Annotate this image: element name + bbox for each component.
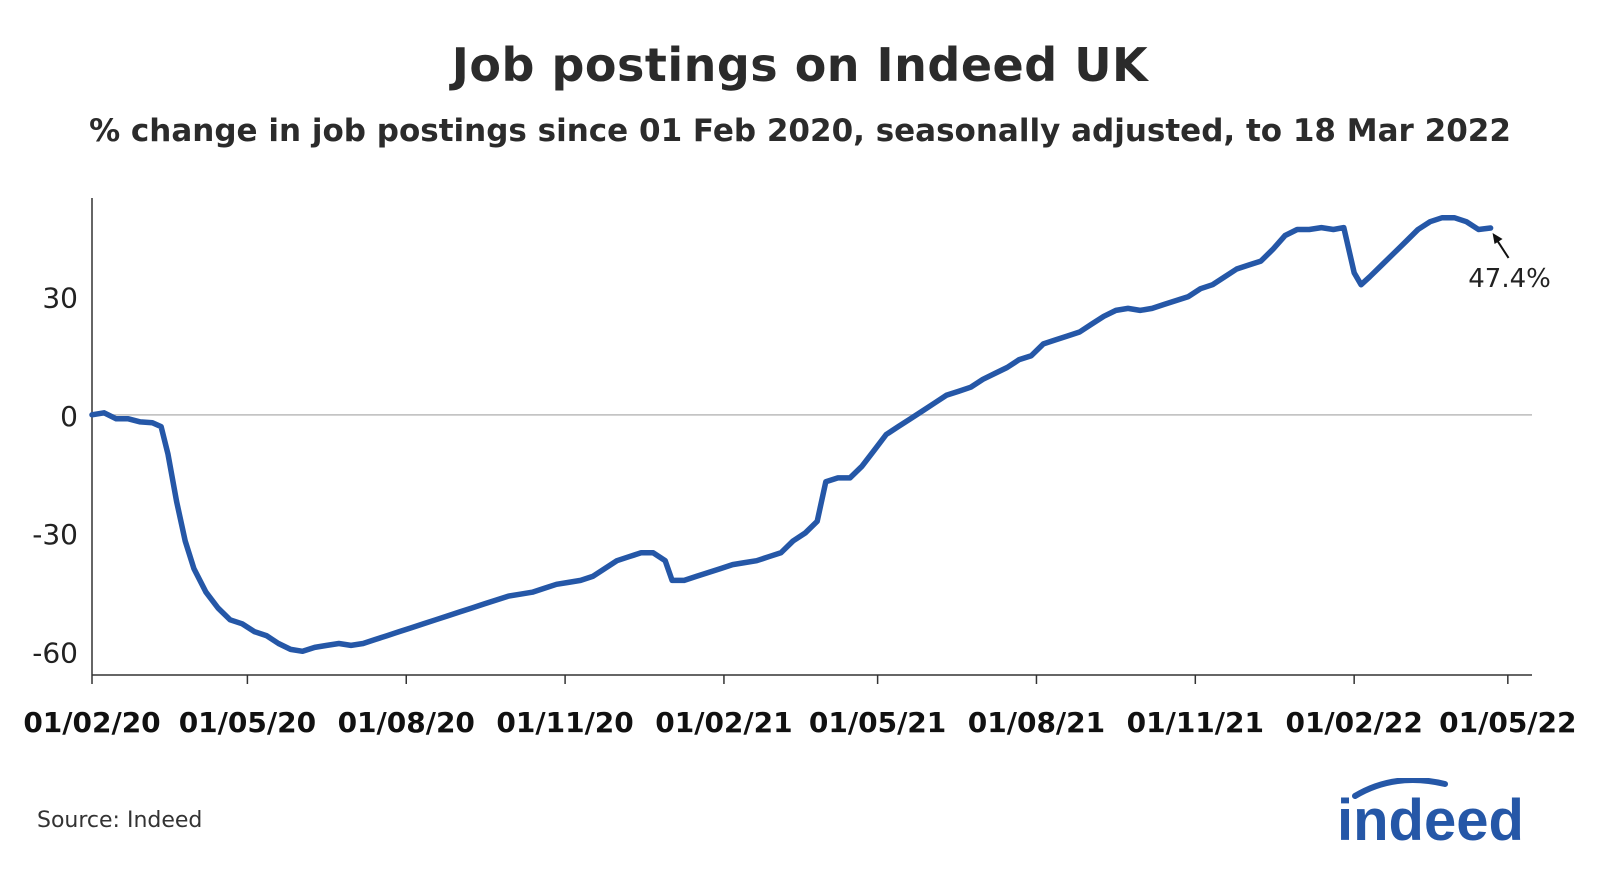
y-tick-label: 0 [60,400,78,433]
chart-subtitle: % change in job postings since 01 Feb 20… [89,113,1511,149]
x-tick-label: 01/02/20 [23,706,160,739]
annotation-arrowhead [1492,232,1503,244]
source-note: Source: Indeed [37,808,203,833]
logo-arc-icon [1352,778,1448,799]
y-tick-label: -60 [32,636,78,669]
chart-title: Job postings on Indeed UK [451,38,1149,92]
x-tick-label: 01/05/20 [179,706,316,739]
annotation-label: 47.4% [1468,264,1551,294]
x-tick-label: 01/02/21 [655,706,792,739]
x-tick-label: 01/05/22 [1439,706,1576,739]
series-line [89,214,1494,655]
logo-wordmark: indeed [1337,788,1524,848]
y-tick-label: -30 [32,518,78,551]
x-tick-label: 01/11/21 [1127,706,1264,739]
x-tick-label: 01/02/22 [1285,706,1422,739]
x-tick-label: 01/08/20 [338,706,475,739]
indeed-logo: indeed [1337,778,1524,848]
x-tick-label: 01/11/20 [496,706,633,739]
y-tick-label: 30 [42,282,78,315]
x-tick-label: 01/05/21 [809,706,946,739]
x-tick-label: 01/08/21 [968,706,1105,739]
